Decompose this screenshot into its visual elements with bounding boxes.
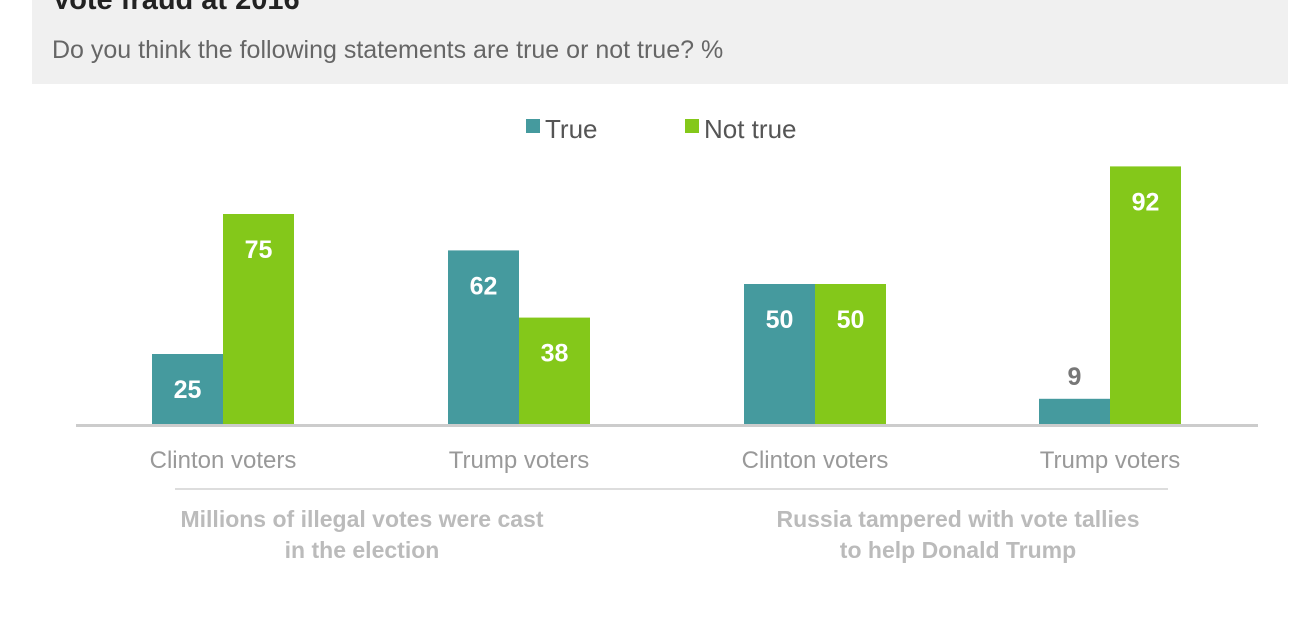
legend-swatch-1 [685, 119, 699, 133]
legend-label-1: Not true [704, 114, 797, 144]
bar-1-1 [519, 317, 590, 424]
bar-1-3 [1110, 166, 1181, 424]
category-label-0: Clinton voters [150, 447, 297, 474]
chart-subtitle: Do you think the following statements ar… [52, 36, 724, 64]
data-label-0-2: 50 [766, 306, 794, 334]
data-label-1-2: 50 [837, 306, 865, 334]
bar-0-2 [744, 284, 815, 424]
legend-label-0: True [545, 114, 598, 144]
bar-0-3 [1039, 398, 1110, 424]
bar-0-0 [152, 354, 223, 424]
legend-swatch-0 [526, 119, 540, 133]
chart-title: Vote fraud at 2016 [52, 0, 300, 16]
group-label-1-line-1: to help Donald Trump [840, 537, 1076, 563]
chart-header: Vote fraud at 2016 Do you think the foll… [32, 0, 1288, 84]
data-label-1-3: 92 [1132, 188, 1160, 216]
data-label-0-1: 62 [470, 272, 498, 300]
data-label-0-0: 25 [174, 376, 202, 404]
category-label-2: Clinton voters [742, 447, 889, 474]
bar-1-2 [815, 284, 886, 424]
data-label-1-1: 38 [541, 340, 569, 368]
group-label-0-line-0: Millions of illegal votes were cast [180, 506, 543, 532]
bar-0-1 [448, 250, 519, 424]
data-label-0-3: 9 [1068, 363, 1082, 391]
group-label-0-line-1: in the election [285, 537, 440, 563]
data-label-1-0: 75 [245, 236, 273, 264]
bar-1-0 [223, 214, 294, 424]
group-label-1-line-0: Russia tampered with vote tallies [776, 506, 1139, 532]
category-label-1: Trump voters [449, 447, 589, 474]
category-label-3: Trump voters [1040, 447, 1180, 474]
